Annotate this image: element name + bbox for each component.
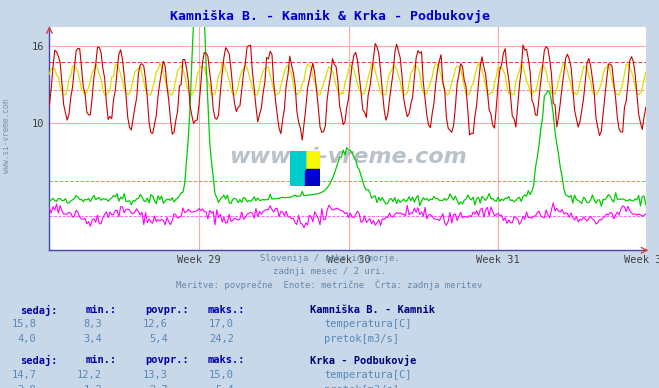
Text: 5,4: 5,4 (150, 334, 168, 344)
Text: 1,2: 1,2 (84, 385, 102, 388)
Text: Slovenija / reke in morje.: Slovenija / reke in morje. (260, 254, 399, 263)
Text: 15,0: 15,0 (209, 370, 234, 380)
Text: Kamniška B. - Kamnik: Kamniška B. - Kamnik (310, 305, 435, 315)
Text: pretok[m3/s]: pretok[m3/s] (324, 334, 399, 344)
Text: 13,3: 13,3 (143, 370, 168, 380)
Bar (290, 151, 304, 169)
Text: 5,4: 5,4 (215, 385, 234, 388)
Text: www.si-vreme.com: www.si-vreme.com (2, 99, 11, 173)
Text: sedaj:: sedaj: (20, 305, 57, 315)
Text: 8,3: 8,3 (84, 319, 102, 329)
Text: 12,2: 12,2 (77, 370, 102, 380)
Bar (304, 169, 320, 186)
Text: sedaj:: sedaj: (20, 355, 57, 366)
Text: maks.:: maks.: (208, 305, 245, 315)
Bar (290, 151, 304, 186)
Text: povpr.:: povpr.: (145, 305, 188, 315)
Text: temperatura[C]: temperatura[C] (324, 319, 412, 329)
Text: 12,6: 12,6 (143, 319, 168, 329)
Text: www.si-vreme.com: www.si-vreme.com (229, 147, 467, 166)
Text: 3,4: 3,4 (84, 334, 102, 344)
Text: 2,8: 2,8 (18, 385, 36, 388)
Text: pretok[m3/s]: pretok[m3/s] (324, 385, 399, 388)
Text: maks.:: maks.: (208, 355, 245, 365)
Text: 4,0: 4,0 (18, 334, 36, 344)
Text: 17,0: 17,0 (209, 319, 234, 329)
Text: 24,2: 24,2 (209, 334, 234, 344)
Text: min.:: min.: (86, 305, 117, 315)
Text: 14,7: 14,7 (11, 370, 36, 380)
Text: 15,8: 15,8 (11, 319, 36, 329)
Text: zadnji mesec / 2 uri.: zadnji mesec / 2 uri. (273, 267, 386, 276)
Text: Meritve: povprečne  Enote: metrične  Črta: zadnja meritev: Meritve: povprečne Enote: metrične Črta:… (177, 280, 482, 290)
Text: 2,7: 2,7 (150, 385, 168, 388)
Text: min.:: min.: (86, 355, 117, 365)
Text: Kamniška B. - Kamnik & Krka - Podbukovje: Kamniška B. - Kamnik & Krka - Podbukovje (169, 10, 490, 23)
Text: Krka - Podbukovje: Krka - Podbukovje (310, 355, 416, 366)
Text: povpr.:: povpr.: (145, 355, 188, 365)
Text: temperatura[C]: temperatura[C] (324, 370, 412, 380)
